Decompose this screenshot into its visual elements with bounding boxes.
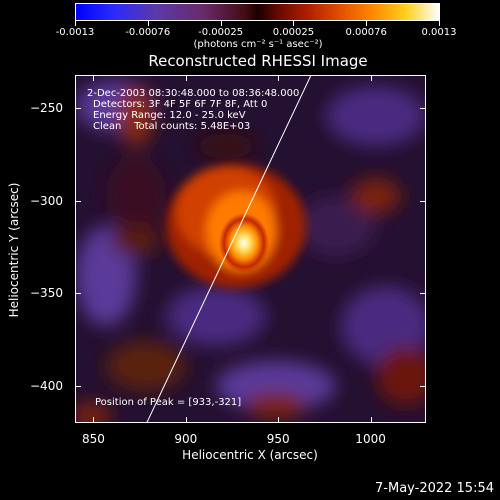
x-tick bbox=[93, 417, 95, 423]
y-tick-label: −300 bbox=[30, 193, 63, 208]
x-tick-top bbox=[278, 75, 280, 81]
y-tick-label: −350 bbox=[30, 286, 63, 301]
colorbar-units-label: (photons cm⁻² s⁻¹ asec⁻²) bbox=[193, 39, 323, 50]
y-tick-right bbox=[420, 293, 426, 295]
y-tick-label: −250 bbox=[30, 101, 63, 116]
info-time-range: 2-Dec-2003 08:30:48.000 to 08:36:48.000 bbox=[87, 88, 300, 99]
colorbar-tick bbox=[220, 21, 222, 26]
colorbar-tick bbox=[147, 21, 149, 26]
timestamp: 7-May-2022 15:54 bbox=[375, 481, 494, 496]
y-tick-right bbox=[420, 200, 426, 202]
info-detectors: Detectors: 3F 4F 5F 6F 7F 8F, Att 0 bbox=[93, 99, 268, 110]
x-tick bbox=[185, 417, 187, 423]
x-tick-label: 1000 bbox=[355, 432, 386, 446]
y-tick-right bbox=[420, 385, 426, 387]
x-tick bbox=[278, 417, 280, 423]
rhessi-image-plot bbox=[75, 75, 426, 423]
colorbar-tick-label: 0.00025 bbox=[272, 27, 315, 38]
colorbar-tick bbox=[439, 21, 440, 26]
x-axis-label: Heliocentric X (arcsec) bbox=[182, 448, 318, 462]
colorbar-tick-label: -0.00025 bbox=[198, 27, 244, 38]
colorbar-tick-label: 0.0013 bbox=[421, 27, 457, 38]
plot-title: Reconstructed RHESSI Image bbox=[148, 52, 368, 70]
colorbar bbox=[75, 3, 440, 21]
solar-limb-line bbox=[146, 76, 312, 422]
x-tick-label: 900 bbox=[174, 432, 198, 446]
x-tick-top bbox=[185, 75, 187, 81]
x-tick-top bbox=[93, 75, 95, 81]
info-peak-position: Position of Peak = [933,-321] bbox=[95, 397, 242, 408]
x-tick-top bbox=[370, 75, 372, 81]
colorbar-tick bbox=[293, 21, 295, 26]
colorbar-tick-label: -0.00076 bbox=[125, 27, 171, 38]
y-tick bbox=[75, 108, 81, 110]
flare-core bbox=[219, 213, 269, 273]
y-tick bbox=[75, 293, 81, 295]
y-tick bbox=[75, 200, 81, 202]
y-tick-label: −400 bbox=[30, 378, 63, 393]
x-tick-label: 850 bbox=[82, 432, 105, 446]
x-tick-label: 950 bbox=[266, 432, 290, 446]
colorbar-tick-label: 0.00076 bbox=[345, 27, 387, 38]
x-tick bbox=[370, 417, 372, 423]
colorbar-tick bbox=[366, 21, 368, 26]
y-tick bbox=[75, 385, 81, 387]
y-tick-right bbox=[420, 108, 426, 110]
colorbar-tick-label: -0.0013 bbox=[55, 27, 95, 38]
info-clean-counts: Clean Total counts: 5.48E+03 bbox=[93, 121, 251, 132]
rhessi-image bbox=[76, 76, 425, 422]
colorbar-tick bbox=[75, 21, 76, 26]
background-noise bbox=[76, 81, 425, 422]
y-axis-label: Heliocentric Y (arcsec) bbox=[7, 182, 21, 318]
info-energy-range: Energy Range: 12.0 - 25.0 keV bbox=[93, 110, 246, 121]
